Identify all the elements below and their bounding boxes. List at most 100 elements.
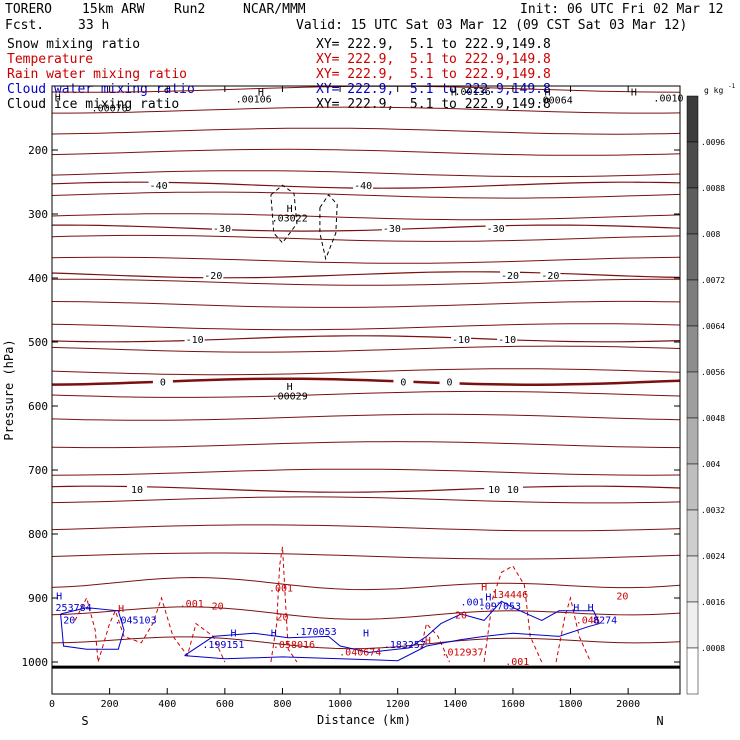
isotherm-line bbox=[51, 256, 681, 264]
isotherm-line bbox=[51, 148, 681, 156]
colorbar-level-label: .0088 bbox=[701, 184, 725, 193]
y-tick-label: 300 bbox=[28, 208, 48, 221]
isotherm-line bbox=[51, 576, 681, 591]
contour-value-label: 20 bbox=[276, 612, 288, 623]
high-marker: H bbox=[55, 93, 61, 104]
y-axis-title: Pressure (hPa) bbox=[2, 339, 16, 440]
isotherm-line bbox=[51, 496, 681, 504]
isotherm-line bbox=[51, 300, 681, 308]
isotherm-line bbox=[51, 552, 681, 560]
colorbar-swatch bbox=[686, 509, 699, 557]
isotherm-label-bg bbox=[184, 332, 205, 344]
isotherm-line-labelled bbox=[51, 485, 681, 493]
isotherm-label-bg bbox=[381, 222, 402, 234]
contour-value-label: 8274 bbox=[593, 616, 617, 627]
model-name: TORERO bbox=[5, 2, 52, 17]
high-marker: H bbox=[451, 88, 457, 99]
field-xy-cloud-ice: XY= 222.9, 5.1 to 222.9,149.8 bbox=[316, 97, 551, 112]
colorbar-swatch bbox=[686, 647, 699, 695]
isotherm-line bbox=[51, 127, 681, 135]
high-marker: H bbox=[56, 591, 62, 602]
colorbar-swatch bbox=[686, 417, 699, 465]
high-marker: H bbox=[118, 604, 124, 615]
valid-time: Valid: 15 UTC Sat 03 Mar 12 (09 CST Sat … bbox=[296, 18, 688, 33]
x-tick-label: 1600 bbox=[501, 699, 525, 710]
isotherm-label-bg bbox=[393, 375, 414, 387]
model-resolution: 15km ARW bbox=[82, 2, 145, 17]
isotherm-label: -30 bbox=[213, 224, 231, 235]
contour-value-label: .00064 bbox=[537, 95, 573, 106]
y-tick-label: 600 bbox=[28, 400, 48, 413]
colorbar-level-label: .008 bbox=[701, 230, 720, 239]
colorbar-swatch bbox=[686, 187, 699, 235]
isotherm-line bbox=[51, 441, 681, 449]
isotherm-label: -40 bbox=[354, 181, 372, 192]
isotherm-label-bg bbox=[502, 483, 523, 495]
isotherm-label: -30 bbox=[487, 224, 505, 235]
isotherm-label: -10 bbox=[452, 335, 470, 346]
isotherm-label-bg bbox=[353, 179, 374, 191]
isotherm-label: 10 bbox=[507, 485, 519, 496]
isotherm-label: -20 bbox=[501, 271, 519, 282]
rain-contour bbox=[270, 546, 298, 663]
colorbar-swatch bbox=[686, 325, 699, 373]
contour-value-label: .00076 bbox=[92, 104, 128, 115]
isotherm-line bbox=[51, 368, 681, 376]
cloud-contours bbox=[60, 184, 600, 663]
colorbar-level-label: .0072 bbox=[701, 276, 725, 285]
x-tick-label: 1800 bbox=[558, 699, 582, 710]
colorbar-unit: g kg bbox=[704, 86, 723, 95]
colorbar-swatch bbox=[686, 555, 699, 603]
colorbar-level-label: .0024 bbox=[701, 552, 725, 561]
y-tick-label: 200 bbox=[28, 144, 48, 157]
y-tick-label: 1000 bbox=[22, 656, 49, 669]
rain-contour bbox=[483, 565, 543, 663]
isotherm-line-labelled bbox=[51, 271, 681, 279]
colorbar-level-label: .0096 bbox=[701, 138, 725, 147]
isotherm-label-bg bbox=[126, 483, 147, 495]
field-label-rain: Rain water mixing ratio bbox=[7, 67, 188, 82]
isotherm-line bbox=[52, 278, 680, 286]
contour-value-label: .001 bbox=[269, 584, 293, 595]
isotherm-line bbox=[52, 106, 681, 114]
contour-value-label: .199151 bbox=[202, 640, 244, 651]
isotherm-label: -20 bbox=[541, 271, 559, 282]
high-marker: H bbox=[287, 382, 293, 393]
isotherm-line-labelled bbox=[51, 377, 681, 386]
colorbar-swatch bbox=[686, 371, 699, 419]
high-marker: H bbox=[230, 628, 236, 639]
isotherm-label-bg bbox=[152, 375, 173, 387]
colorbar-swatch bbox=[686, 463, 699, 511]
high-marker: H bbox=[287, 204, 293, 215]
cloud-water-contour bbox=[60, 607, 125, 650]
field-label-snow: Snow mixing ratio bbox=[7, 37, 141, 52]
high-marker: H bbox=[425, 636, 431, 647]
isotherm-label-bg bbox=[439, 375, 460, 387]
colorbar-level-label: .0056 bbox=[701, 368, 725, 377]
y-tick-label: 400 bbox=[28, 272, 48, 285]
high-marker: H bbox=[481, 582, 487, 593]
isotherm-line-labelled bbox=[51, 335, 681, 343]
x-tick-label: 1200 bbox=[386, 699, 410, 710]
contour-value-label: 253784 bbox=[56, 603, 92, 614]
isotherm-line bbox=[51, 191, 681, 199]
isotherm-label-bg bbox=[500, 268, 521, 280]
cloud-ice-contour bbox=[270, 184, 298, 244]
isotherm-line bbox=[51, 606, 681, 620]
contour-labels: .00076.00106.00136.00064.0010.03022.0002… bbox=[55, 87, 684, 668]
isotherm-label: -10 bbox=[186, 335, 204, 346]
colorbar-level-label: .004 bbox=[701, 460, 720, 469]
isotherm-line bbox=[51, 170, 681, 178]
colorbar-swatch bbox=[686, 233, 699, 281]
field-xy-temperature: XY= 222.9, 5.1 to 222.9,149.8 bbox=[316, 52, 551, 67]
y-tick-label: 700 bbox=[28, 464, 48, 477]
isotherm-line bbox=[51, 345, 681, 353]
south-end-label: S bbox=[81, 714, 88, 728]
isotherm-label-bg bbox=[484, 483, 505, 495]
isotherm-label-bg bbox=[148, 179, 169, 191]
rain-contour bbox=[420, 622, 450, 663]
contour-value-label: 20 bbox=[616, 591, 628, 602]
x-tick-label: 400 bbox=[158, 699, 176, 710]
x-tick-label: 800 bbox=[273, 699, 291, 710]
x-tick-label: 200 bbox=[101, 699, 119, 710]
